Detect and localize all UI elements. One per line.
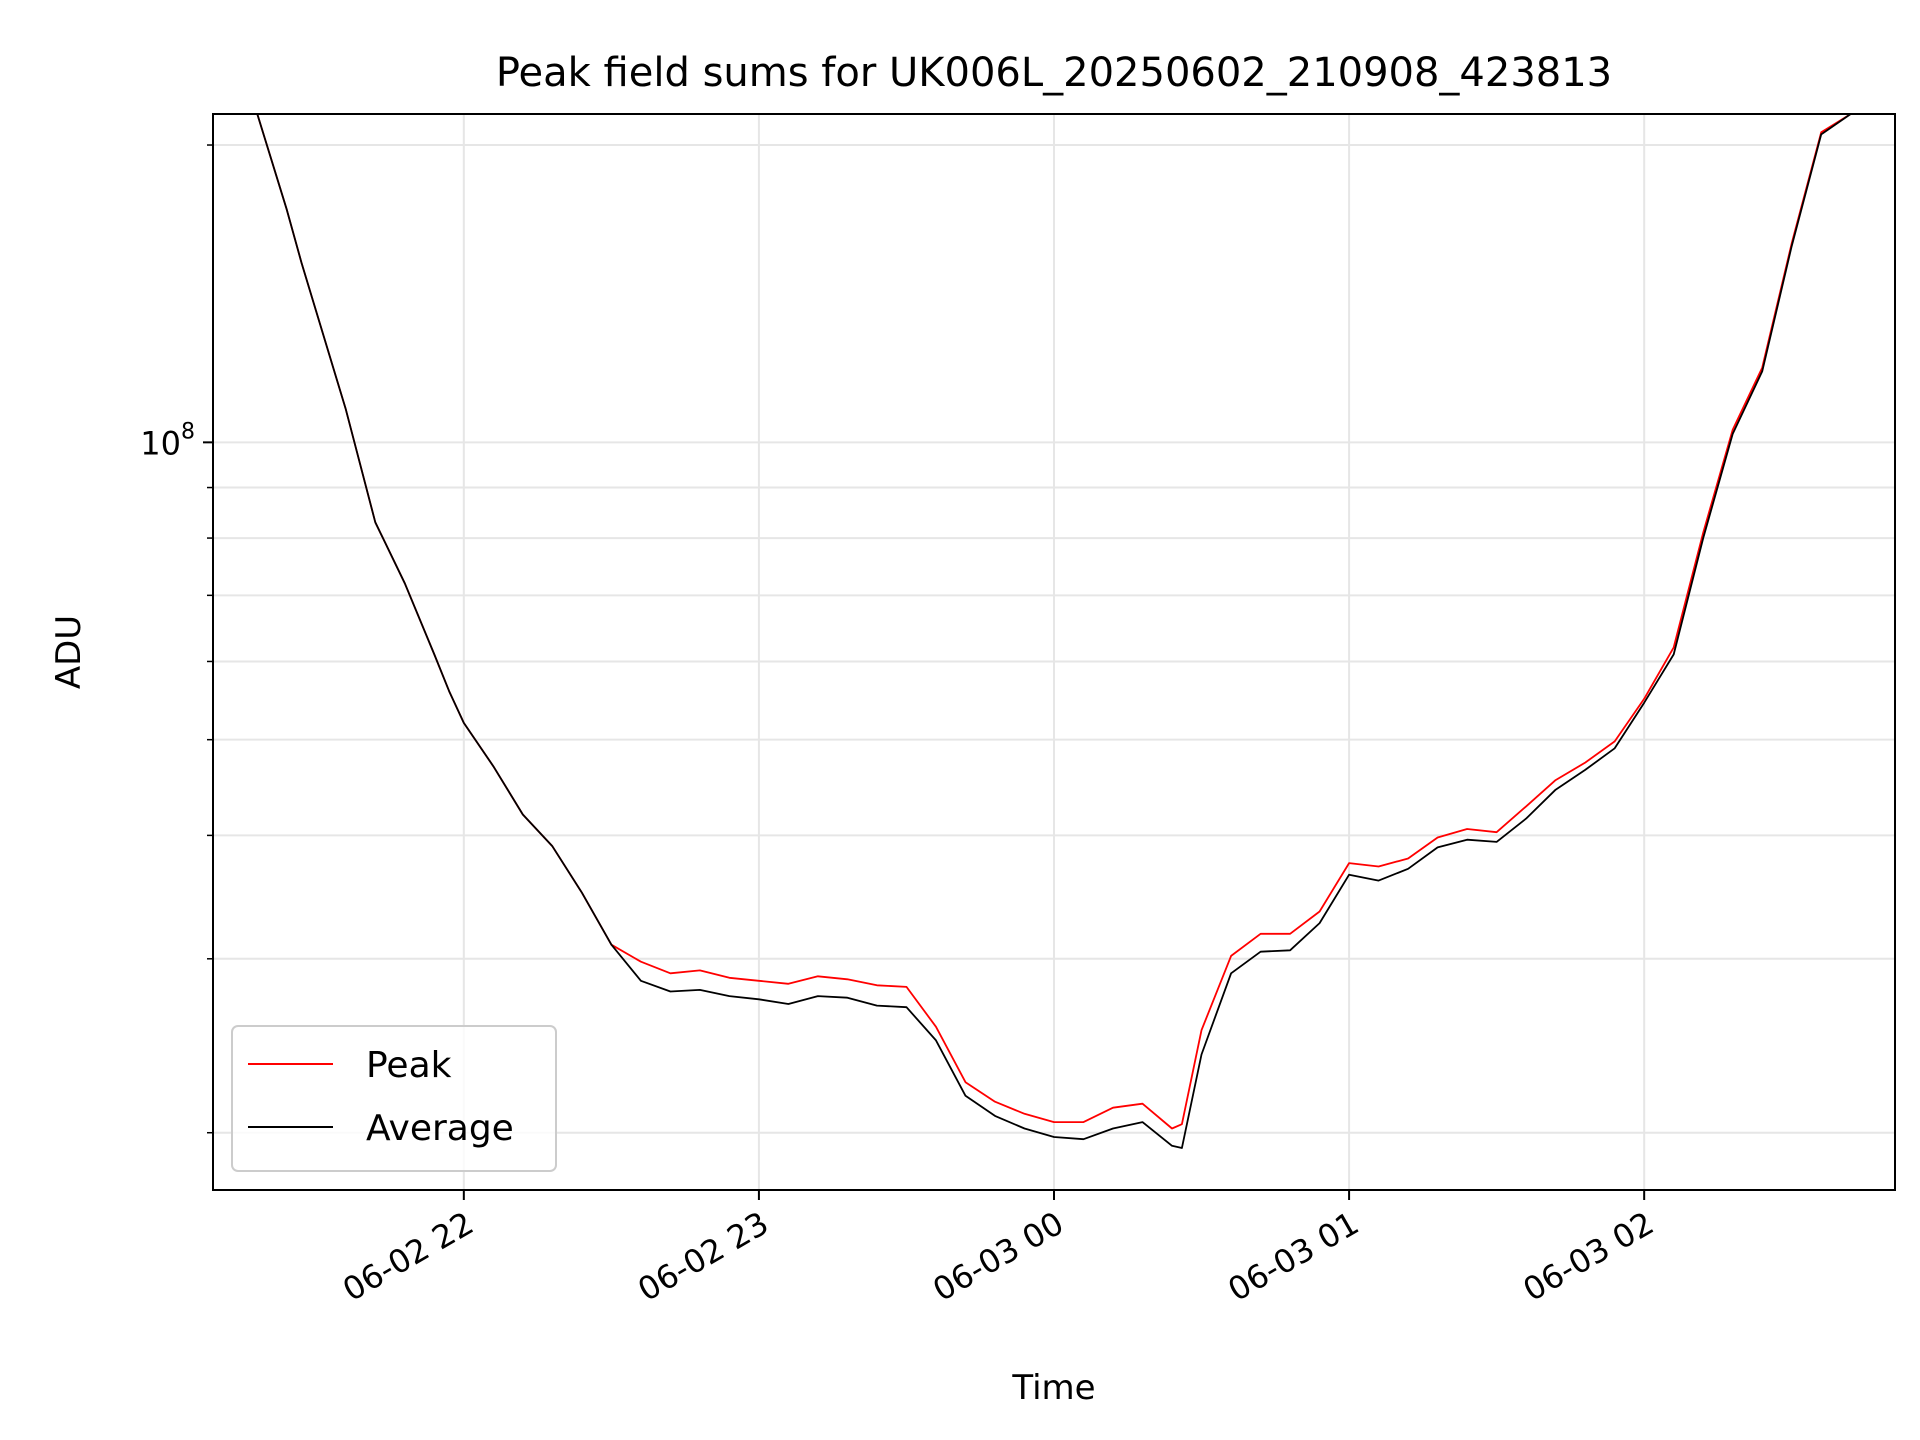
legend-label-average: Average [366,1108,514,1149]
legend-label-peak: Peak [366,1045,452,1086]
x-axis-label: Time [1011,1368,1095,1408]
series-line-average [256,113,1852,1149]
series-layer [256,113,1852,1149]
chart-title: Peak field sums for UK006L_20250602_2109… [496,50,1612,96]
legend-box [231,1025,557,1172]
y-axis-label: ADU [49,615,89,689]
grid-lines [213,114,1895,1190]
legend: Peak Average [231,1025,557,1172]
